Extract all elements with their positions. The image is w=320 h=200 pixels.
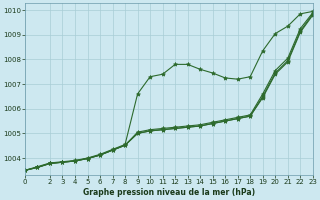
X-axis label: Graphe pression niveau de la mer (hPa): Graphe pression niveau de la mer (hPa) xyxy=(83,188,255,197)
